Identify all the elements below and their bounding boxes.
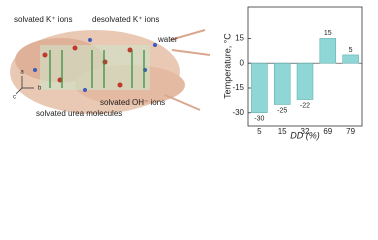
label: solvated OH⁻ ions [100,98,165,107]
x-tick-label: 15 [278,127,287,136]
y-tick-label: 15 [235,34,244,43]
x-tick-label: 79 [346,127,355,136]
value-label: 15 [324,30,332,37]
label: water [157,35,178,44]
bar [342,54,359,64]
bar [319,38,337,64]
bar [296,62,314,100]
plot-frame [247,6,363,127]
bar [273,62,291,105]
axis-letter: b [38,86,42,92]
illustration: solvated K⁺ ions desolvated K⁺ ions wate… [10,15,211,118]
bar [251,62,268,114]
molecule-chains [49,50,145,88]
value-label: -25 [277,107,287,114]
y-tick-label: 0 [240,58,245,67]
y-axis-label: Temperature, °C [222,33,232,99]
axis-letter: c [13,95,16,101]
axis-letter: a [20,70,24,76]
antenna [164,29,211,111]
fiber-bundle [40,45,150,90]
value-label: 5 [349,47,353,54]
axes-icon [15,76,34,95]
label: solvated urea molecules [36,109,122,118]
y-tick-label: -30 [232,108,244,117]
x-axis-label: DD (%) [290,130,320,140]
label: desolvated K⁺ ions [92,15,159,24]
label: solvated K⁺ ions [14,15,72,24]
value-label: -22 [300,102,310,109]
y-tick-label: -15 [232,83,244,92]
x-tick-label: 5 [257,127,262,136]
graphic: solvated K⁺ ions desolvated K⁺ ions wate… [10,6,363,140]
x-tick-label: 32 [301,127,310,136]
value-label: -30 [254,116,264,123]
x-tick-label: 69 [323,127,332,136]
